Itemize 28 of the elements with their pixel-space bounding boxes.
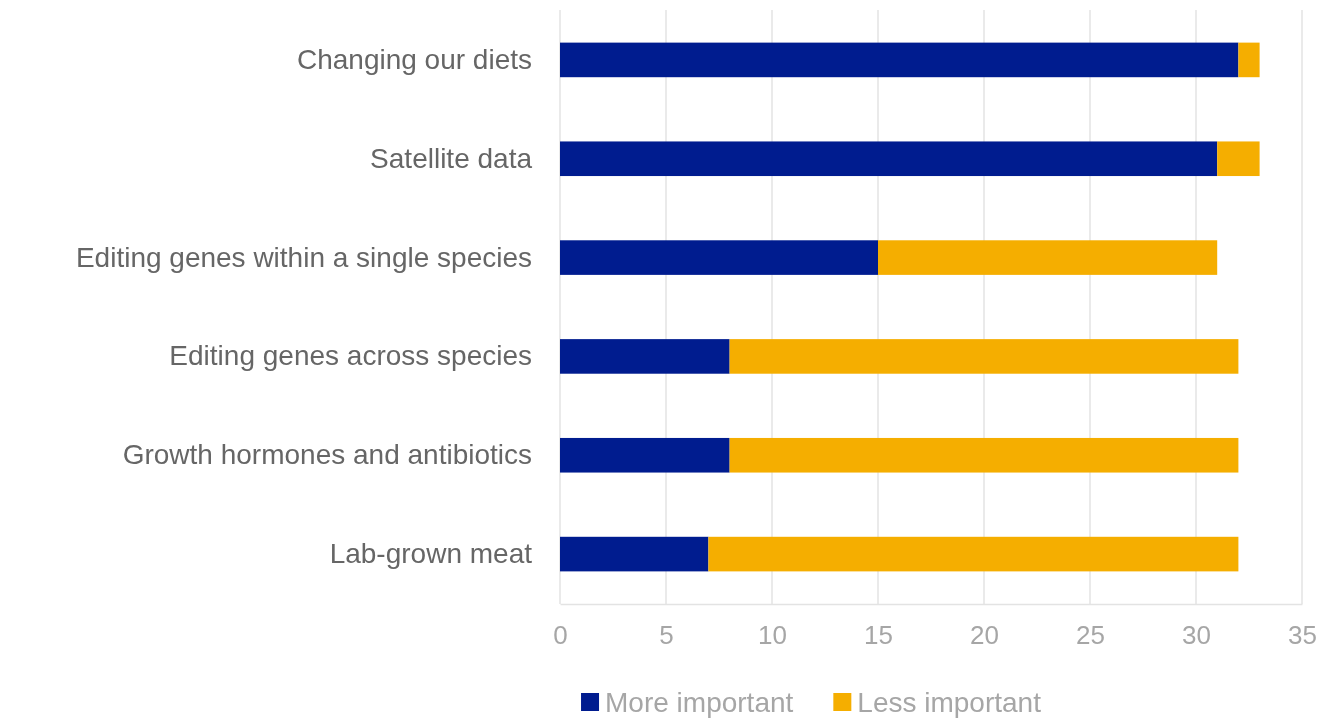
bar [729,437,1239,473]
x-tick-label: 30 [1182,620,1211,651]
x-tick-label: 35 [1288,620,1317,651]
x-tick-label: 0 [553,620,568,651]
bar [1217,141,1260,177]
x-tick-label: 20 [970,620,999,651]
x-tick-label: 10 [758,620,787,651]
x-tick-label: 15 [864,620,893,651]
x-tick-label: 5 [659,620,674,651]
bar [729,339,1239,374]
y-tick-label: Editing genes across species [169,340,532,372]
bar [560,536,709,572]
bar [560,141,1218,177]
bar [708,536,1239,572]
bar [878,240,1218,275]
legend-label: More important [605,687,794,718]
bar [560,437,730,473]
bar [1238,42,1260,78]
y-tick-label: Changing our diets [296,43,532,75]
x-tick-label: 25 [1076,620,1105,651]
y-tick-label: Satellite data [370,142,533,174]
legend-label: Less important [857,687,1042,718]
y-tick-label: Growth hormones and antibiotics [122,439,532,471]
bar [560,240,878,275]
bar [560,339,730,374]
bar [560,42,1239,78]
y-tick-label: Editing genes within a single species [75,241,532,273]
y-tick-label: Lab-grown meat [329,538,533,570]
